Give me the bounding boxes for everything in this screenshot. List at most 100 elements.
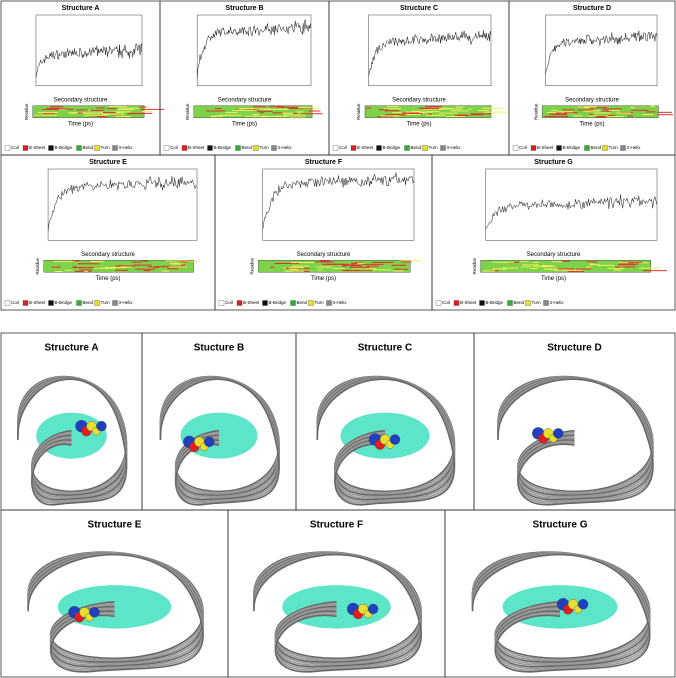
legend-swatch [440, 145, 446, 151]
ss-stripe [378, 109, 389, 111]
ss-stripe [254, 108, 272, 110]
ss-stripe [297, 107, 312, 109]
legend-label: Turn [532, 300, 542, 305]
panel-title: Structure C [358, 343, 412, 354]
time-label: Time (ps) [406, 121, 431, 127]
ss-stripe [367, 269, 392, 271]
ss-stripe [589, 107, 597, 109]
ss-stripe [169, 262, 179, 264]
legend-swatch [48, 300, 54, 306]
legend-label: Turn [101, 145, 111, 150]
ss-stripe [135, 268, 155, 270]
secondary-title: Secondary structure [565, 97, 619, 103]
ss-stripe [102, 111, 116, 113]
backbone [17, 378, 128, 506]
ss-stripe [300, 113, 323, 115]
ss-stripe [455, 106, 465, 108]
legend-label: Coil [225, 300, 233, 305]
legend-swatch [530, 145, 537, 151]
ss-stripe [142, 260, 148, 262]
legend-label: Coil [339, 145, 347, 150]
rmsd-trace [262, 172, 415, 230]
backbone [471, 553, 651, 673]
ss-stripe [167, 268, 179, 270]
legend-label: B-Bridge [214, 145, 232, 150]
ss-stripe [551, 261, 563, 263]
legend-label: B-Bridge [383, 145, 401, 150]
legend-swatch [94, 145, 100, 151]
residue-label: Residue [35, 258, 40, 275]
ss-stripe [567, 271, 584, 273]
ss-stripe [419, 107, 440, 109]
ss-stripe [289, 268, 299, 270]
ss-stripe [423, 108, 444, 110]
ss-stripe [315, 266, 333, 268]
ss-stripe [481, 107, 503, 109]
ss-stripe [102, 113, 125, 115]
panel-title: Structure D [573, 5, 611, 12]
ss-stripe [544, 268, 567, 270]
ss-stripe [354, 262, 365, 264]
ss-stripe [54, 270, 63, 272]
legend-label: Bend [514, 300, 525, 305]
plot-frame [368, 14, 492, 86]
ss-stripe [468, 108, 473, 110]
ss-stripe [555, 112, 563, 114]
legend-swatch [326, 300, 332, 306]
ss-stripe [386, 106, 399, 108]
ss-stripe [64, 269, 73, 271]
ss-stripe [587, 115, 608, 117]
ss-stripe [605, 110, 611, 112]
residue-label: Residue [472, 258, 477, 275]
legend-label: Bend [411, 145, 422, 150]
ss-stripe [419, 112, 425, 114]
panel-title: Structure G [532, 520, 587, 531]
legend-swatch [453, 300, 460, 306]
ss-stripe [205, 110, 226, 112]
ss-stripe [380, 115, 400, 117]
ss-strip [542, 105, 659, 118]
ss-stripe [520, 260, 529, 262]
legend-swatch [22, 300, 29, 306]
ss-stripe [588, 114, 594, 116]
ss-stripe [351, 268, 365, 270]
ss-stripe [90, 261, 104, 263]
ss-stripe [72, 260, 80, 262]
atom [96, 420, 107, 432]
ss-stripe [104, 267, 127, 269]
ss-stripe [225, 112, 238, 114]
ss-stripe [608, 115, 616, 117]
atom [389, 434, 401, 445]
ss-stripe [657, 111, 673, 113]
ss-stripe [613, 269, 622, 271]
legend-swatch [253, 145, 259, 151]
ss-stripe [108, 106, 127, 108]
ss-stripe [296, 111, 304, 113]
legend-label: Coil [519, 145, 527, 150]
ss-stripe [128, 112, 153, 114]
secondary-title: Secondary structure [527, 252, 581, 258]
legend-swatch [556, 145, 562, 151]
ss-stripe [309, 107, 320, 109]
ss-stripe [446, 115, 466, 117]
ss-stripe [165, 260, 188, 262]
ss-stripe [546, 111, 564, 113]
ss-stripe [74, 270, 92, 272]
ss-stripe [584, 110, 594, 112]
ss-stripe [96, 107, 105, 109]
ss-stripe [269, 266, 275, 268]
legend-label: 3-Helix [333, 300, 348, 305]
legend-label: B-Sheet [537, 145, 554, 150]
ss-stripe [530, 267, 538, 269]
legend-swatch [236, 300, 243, 306]
ss-stripe [342, 265, 347, 267]
legend-swatch [4, 300, 11, 306]
ss-stripe [608, 109, 621, 111]
legend-label: B-Sheet [188, 145, 205, 150]
ss-stripe [34, 114, 57, 116]
ss-stripe [84, 270, 89, 272]
legend-label: B-Sheet [29, 300, 46, 305]
atom [89, 607, 100, 618]
legend-swatch [262, 300, 268, 306]
